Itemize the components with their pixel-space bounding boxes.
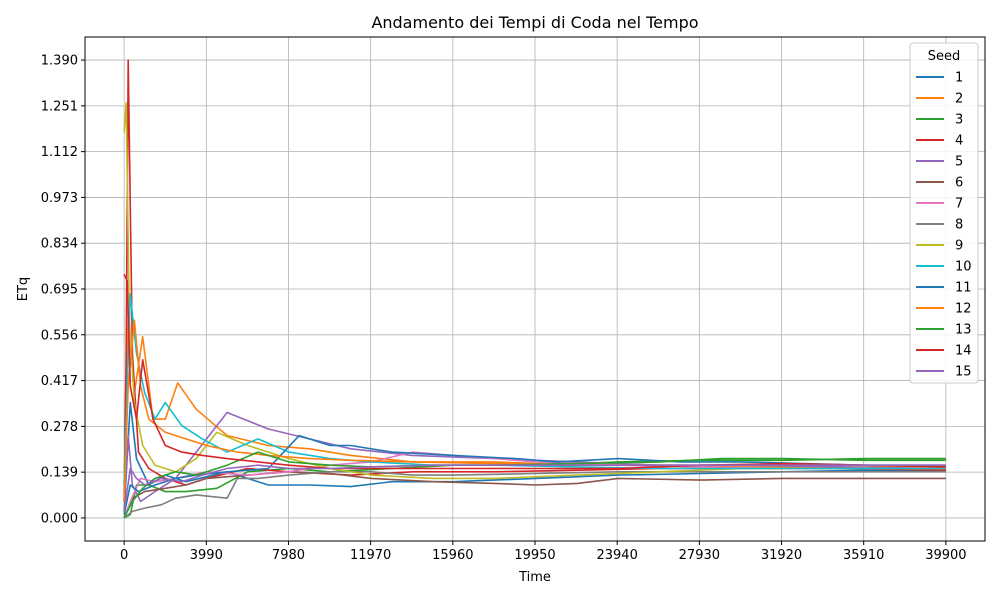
y-tick-label: 1.251	[41, 99, 78, 114]
legend-label-6: 6	[955, 176, 963, 191]
x-tick-label: 39900	[925, 548, 966, 563]
y-tick-label: 0.000	[41, 511, 78, 526]
series-line-6	[123, 470, 946, 519]
x-tick-label: 0	[120, 548, 128, 563]
x-tick-label: 15960	[432, 548, 473, 563]
x-tick-label: 31920	[761, 548, 802, 563]
legend-box	[909, 42, 979, 384]
legend-label-13: 13	[955, 323, 972, 338]
y-tick-label: 0.417	[41, 374, 78, 389]
legend-label-8: 8	[955, 218, 963, 233]
series-line-8	[123, 470, 946, 519]
series-line-13	[123, 451, 946, 519]
legend-label-14: 14	[955, 344, 972, 359]
series-line-14	[123, 273, 946, 470]
legend-title: Seed	[928, 49, 961, 64]
series-lines	[123, 59, 946, 519]
legend-label-4: 4	[955, 134, 963, 149]
x-tick-label: 23940	[596, 548, 637, 563]
x-tick-label: 7980	[272, 548, 305, 563]
x-tick-label: 35910	[843, 548, 884, 563]
legend-label-12: 12	[955, 302, 972, 317]
y-tick-label: 0.973	[41, 191, 78, 206]
series-line-9	[123, 102, 946, 480]
y-tick-label: 0.278	[41, 420, 78, 435]
y-axis-ticks: 0.000 0.139 0.278 0.417 0.556 0.695 0.834 0.973…	[41, 54, 85, 526]
y-tick-label: 1.112	[41, 145, 78, 160]
legend-label-5: 5	[955, 155, 963, 170]
legend-label-15: 15	[955, 365, 972, 380]
y-tick-label: 0.695	[41, 283, 78, 298]
legend-label-9: 9	[955, 239, 963, 254]
x-axis-label: Time	[518, 570, 551, 585]
x-axis-ticks: 0 3990 7980 11970 15960 19950 23940 27930 31920 3…	[120, 541, 967, 563]
y-tick-label: 0.139	[41, 466, 78, 481]
legend-label-11: 11	[955, 281, 972, 296]
y-tick-label: 0.556	[41, 328, 78, 343]
legend-label-10: 10	[955, 260, 972, 275]
y-axis-label: ETq	[16, 277, 31, 301]
legend-label-3: 3	[955, 113, 963, 128]
y-tick-label: 1.390	[41, 54, 78, 69]
series-line-15	[123, 464, 946, 512]
legend-label-1: 1	[955, 71, 963, 86]
legend-label-2: 2	[955, 92, 963, 107]
legend-label-7: 7	[955, 197, 963, 212]
x-tick-label: 3990	[190, 548, 223, 563]
chart-title: Andamento dei Tempi di Coda nel Tempo	[371, 13, 698, 32]
y-tick-label: 0.834	[41, 237, 78, 252]
x-tick-label: 27930	[679, 548, 720, 563]
series-line-11	[123, 434, 946, 515]
x-tick-label: 19950	[514, 548, 555, 563]
x-tick-label: 11970	[350, 548, 391, 563]
